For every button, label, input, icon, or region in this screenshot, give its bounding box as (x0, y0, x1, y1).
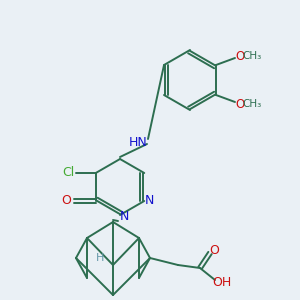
Text: N: N (119, 209, 129, 223)
Text: CH₃: CH₃ (242, 99, 262, 109)
Text: O: O (236, 50, 244, 62)
Text: CH₃: CH₃ (242, 51, 262, 61)
Text: O: O (236, 98, 244, 110)
Text: OH: OH (212, 277, 232, 290)
Text: N: N (145, 194, 154, 208)
Text: H: H (96, 253, 104, 263)
Text: O: O (61, 194, 71, 208)
Text: O: O (209, 244, 219, 256)
Text: HN: HN (129, 136, 147, 148)
Text: Cl: Cl (63, 167, 75, 179)
